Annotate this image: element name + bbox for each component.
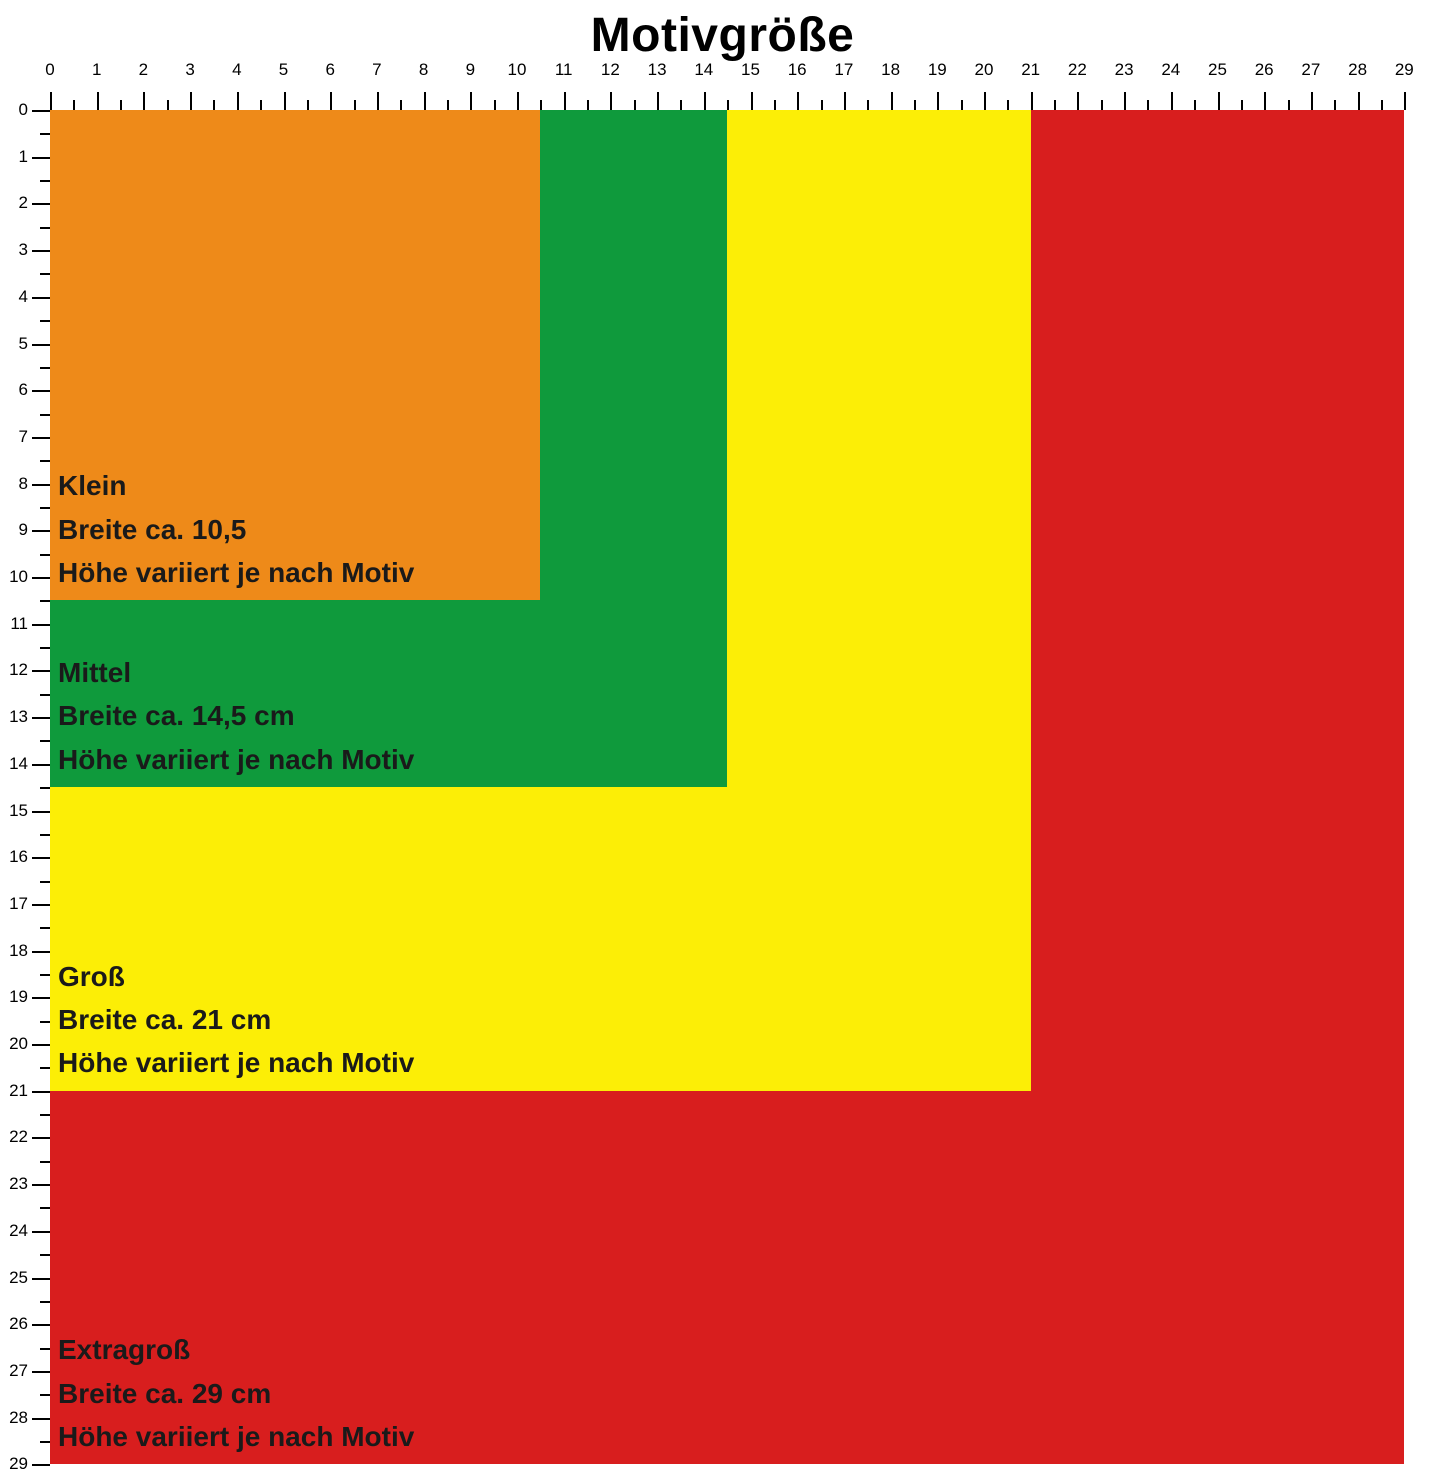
ruler-v-label: 3: [19, 240, 28, 260]
ruler-h-label: 28: [1348, 60, 1367, 80]
ruler-h-label: 17: [834, 60, 853, 80]
ruler-v-label: 13: [9, 707, 28, 727]
ruler-v-label: 8: [19, 474, 28, 494]
size-width: Breite ca. 29 cm: [58, 1372, 414, 1415]
ruler-v-label: 7: [19, 427, 28, 447]
ruler-v-label: 17: [9, 894, 28, 914]
ruler-h-label: 2: [139, 60, 148, 80]
ruler-h-label: 23: [1115, 60, 1134, 80]
ruler-h-label: 5: [279, 60, 288, 80]
ruler-h-label: 12: [601, 60, 620, 80]
ruler-v-label: 10: [9, 567, 28, 587]
ruler-v-label: 23: [9, 1174, 28, 1194]
size-width: Breite ca. 10,5: [58, 508, 414, 551]
ruler-h-label: 7: [372, 60, 381, 80]
ruler-v-label: 18: [9, 941, 28, 961]
ruler-v-label: 16: [9, 847, 28, 867]
ruler-v-label: 1: [19, 147, 28, 167]
ruler-v-label: 20: [9, 1034, 28, 1054]
ruler-h-label: 4: [232, 60, 241, 80]
size-label-klein: Klein Breite ca. 10,5 Höhe variiert je n…: [58, 464, 414, 594]
ruler-h-label: 27: [1301, 60, 1320, 80]
ruler-h-label: 13: [648, 60, 667, 80]
size-box-klein: Klein Breite ca. 10,5 Höhe variiert je n…: [50, 110, 540, 600]
size-name: Groß: [58, 955, 414, 998]
ruler-h-label: 20: [975, 60, 994, 80]
size-label-mittel: Mittel Breite ca. 14,5 cm Höhe variiert …: [58, 651, 414, 781]
ruler-v-label: 19: [9, 987, 28, 1007]
ruler-v-label: 11: [10, 614, 28, 634]
ruler-v-label: 2: [19, 193, 28, 213]
ruler-v-label: 15: [9, 801, 28, 821]
ruler-v-label: 27: [9, 1361, 28, 1381]
ruler-h-label: 11: [555, 60, 573, 80]
ruler-horizontal: 0123456789101112131415161718192021222324…: [0, 82, 1445, 110]
diagram-title: Motivgröße: [0, 8, 1445, 63]
ruler-h-label: 16: [788, 60, 807, 80]
ruler-h-label: 26: [1255, 60, 1274, 80]
ruler-v-label: 14: [9, 754, 28, 774]
ruler-h-label: 10: [508, 60, 527, 80]
ruler-v-label: 21: [9, 1081, 28, 1101]
ruler-v-label: 9: [19, 520, 28, 540]
ruler-v-label: 0: [19, 100, 28, 120]
ruler-h-label: 3: [185, 60, 194, 80]
ruler-h-label: 21: [1021, 60, 1040, 80]
ruler-v-label: 22: [9, 1127, 28, 1147]
ruler-v-label: 24: [9, 1221, 28, 1241]
ruler-h-label: 9: [466, 60, 475, 80]
ruler-v-label: 26: [9, 1314, 28, 1334]
ruler-v-label: 12: [9, 660, 28, 680]
size-height-note: Höhe variiert je nach Motiv: [58, 1041, 414, 1084]
ruler-v-label: 29: [9, 1454, 28, 1474]
ruler-h-label: 18: [881, 60, 900, 80]
ruler-v-label: 28: [9, 1408, 28, 1428]
ruler-h-label: 14: [694, 60, 713, 80]
size-height-note: Höhe variiert je nach Motiv: [58, 551, 414, 594]
ruler-h-label: 25: [1208, 60, 1227, 80]
ruler-v-label: 25: [9, 1268, 28, 1288]
size-width: Breite ca. 21 cm: [58, 998, 414, 1041]
ruler-h-label: 19: [928, 60, 947, 80]
ruler-vertical: 0123456789101112131415161718192021222324…: [22, 0, 50, 1445]
ruler-v-label: 5: [19, 334, 28, 354]
size-width: Breite ca. 14,5 cm: [58, 694, 414, 737]
size-height-note: Höhe variiert je nach Motiv: [58, 738, 414, 781]
ruler-v-label: 6: [19, 380, 28, 400]
size-name: Extragroß: [58, 1328, 414, 1371]
ruler-h-label: 1: [92, 60, 101, 80]
size-height-note: Höhe variiert je nach Motiv: [58, 1415, 414, 1458]
size-diagram: Motivgröße 01234567891011121314151617181…: [0, 0, 1445, 1445]
size-name: Mittel: [58, 651, 414, 694]
size-label-extragross: Extragroß Breite ca. 29 cm Höhe variiert…: [58, 1328, 414, 1458]
ruler-h-label: 24: [1161, 60, 1180, 80]
ruler-h-label: 15: [741, 60, 760, 80]
ruler-h-label: 6: [325, 60, 334, 80]
ruler-h-label: 22: [1068, 60, 1087, 80]
ruler-h-label: 29: [1395, 60, 1414, 80]
size-label-gross: Groß Breite ca. 21 cm Höhe variiert je n…: [58, 955, 414, 1085]
ruler-h-label: 8: [419, 60, 428, 80]
ruler-v-label: 4: [19, 287, 28, 307]
size-name: Klein: [58, 464, 414, 507]
